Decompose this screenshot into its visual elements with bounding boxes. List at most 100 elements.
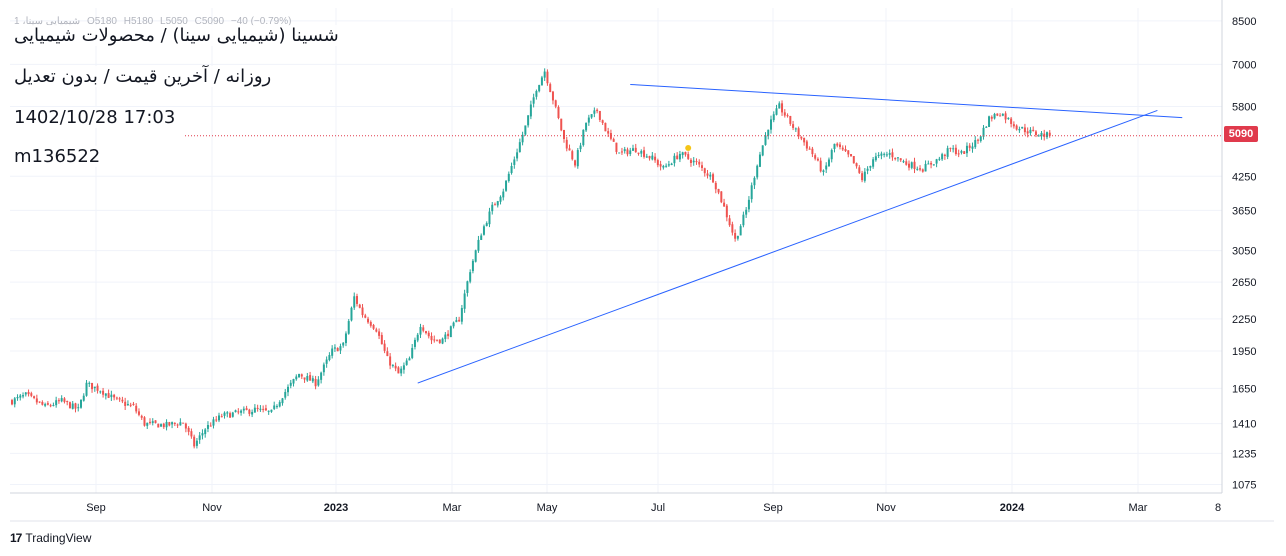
candle-body (220, 416, 223, 418)
candle-body (872, 159, 875, 167)
candle-body (764, 135, 767, 145)
candle-body (996, 113, 999, 116)
last-price-badge: 5090 (1224, 126, 1258, 142)
candle-body (717, 188, 720, 193)
x-tick-label: 8 (1215, 502, 1221, 514)
candle-body (129, 404, 132, 406)
candle-body (612, 139, 615, 142)
candle-body (521, 134, 524, 143)
candle-body (419, 326, 422, 335)
candle-body (908, 163, 910, 168)
candle-body (264, 408, 267, 411)
candle-body (789, 115, 792, 124)
ohlc-high: H5180 (123, 16, 154, 27)
candle-body (176, 424, 179, 426)
candle-body (389, 356, 392, 366)
candle-body (1023, 127, 1026, 133)
candle-body (240, 410, 243, 413)
candle-body (750, 185, 753, 200)
candle-body (946, 148, 949, 157)
candle-body (469, 272, 472, 282)
candle-body (193, 436, 196, 447)
candle-body (201, 433, 204, 436)
candle-body (549, 84, 552, 93)
candle-body (364, 315, 367, 318)
candle-body (863, 171, 866, 181)
candle-body (378, 331, 381, 336)
candle-body (358, 304, 361, 308)
candle-body (231, 412, 234, 417)
candle-body (803, 137, 806, 143)
candle-body (753, 177, 756, 186)
y-tick-label: 1410 (1232, 419, 1256, 431)
candle-body (13, 398, 16, 405)
trendline-resistance[interactable] (630, 83, 1183, 119)
candle-body (1012, 124, 1015, 127)
candle-body (574, 160, 577, 166)
candle-body (275, 406, 278, 408)
candle-body (830, 150, 833, 160)
candle-body (218, 415, 220, 421)
candle-body (66, 401, 69, 403)
candle-body (480, 235, 483, 240)
candle-body (681, 152, 684, 156)
candle-body (187, 427, 190, 432)
candle-body (425, 331, 427, 334)
candle-body (499, 196, 502, 202)
candle-body (869, 166, 872, 168)
candle-body (941, 154, 944, 160)
candle-body (168, 422, 171, 426)
candle-body (656, 160, 659, 166)
candle-body (587, 117, 590, 123)
candle-body (518, 142, 521, 152)
candle-body (538, 85, 541, 92)
candle-body (932, 164, 935, 166)
candle-body (609, 133, 612, 139)
candle-body (369, 322, 372, 326)
candle-body (350, 307, 353, 321)
candle-body (160, 424, 163, 427)
candle-body (77, 407, 80, 409)
candle-body (99, 391, 102, 393)
candle-body (19, 395, 22, 398)
ohlc-low: L5050 (160, 16, 188, 27)
candle-body (110, 394, 113, 398)
candle-body (449, 326, 452, 338)
candle-body (891, 152, 894, 158)
candle-body (585, 122, 588, 131)
candle-body (408, 358, 411, 361)
candle-body (919, 168, 922, 170)
candle-body (805, 141, 808, 149)
candle-body (380, 335, 383, 345)
candle-body (524, 125, 527, 135)
candle-body (816, 158, 819, 161)
candle-body (121, 399, 124, 402)
candle-body (792, 124, 795, 128)
candle-body (739, 226, 742, 236)
candle-body (651, 155, 654, 160)
chart-datetime: 1402/10/28 17:03 (10, 107, 180, 128)
candle-body (22, 395, 25, 397)
candle-body (372, 325, 375, 329)
candle-body (502, 191, 505, 198)
tradingview-brand[interactable]: 17 TradingView (10, 531, 91, 545)
candle-body (709, 174, 712, 177)
candle-body (104, 393, 107, 396)
candle-body (151, 421, 154, 423)
candle-body (488, 211, 491, 225)
x-tick-label: Nov (876, 502, 896, 514)
candle-body (427, 332, 430, 337)
trendlines-layer[interactable] (417, 83, 1183, 384)
candle-body (607, 131, 610, 134)
candle-body (725, 205, 728, 218)
candle-body (924, 163, 927, 172)
trendline-support[interactable] (417, 109, 1158, 384)
candle-body (179, 422, 182, 426)
candle-body (1010, 118, 1013, 124)
candle-body (215, 419, 218, 421)
candle-body (212, 419, 215, 426)
candle-body (527, 115, 530, 126)
candle-body (342, 342, 345, 346)
candle-body (433, 339, 436, 341)
